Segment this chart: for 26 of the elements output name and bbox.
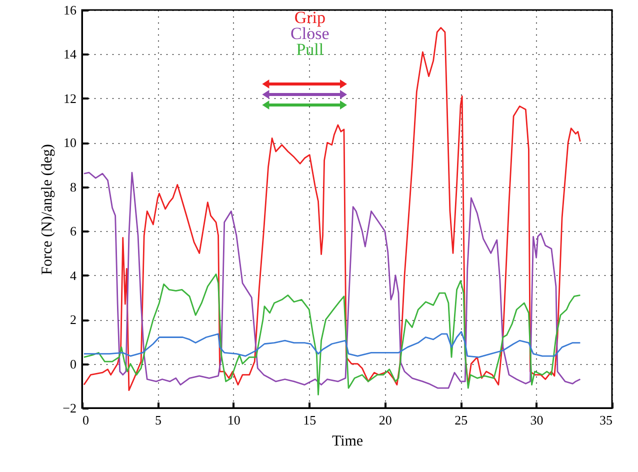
line-series [83, 274, 581, 396]
x-tick-label: 0 [82, 412, 89, 428]
text: Grip [294, 8, 326, 27]
x-tick-label: 20 [378, 412, 392, 428]
x-tick-label: 30 [530, 412, 544, 428]
text: Pull [296, 40, 324, 59]
y-tick-label: 8 [70, 179, 76, 194]
x-tick-label: 5 [154, 412, 162, 428]
y-tick-label: 12 [64, 90, 76, 106]
line-series [83, 331, 581, 358]
y-tick-label: 16 [64, 2, 77, 18]
x-tick-label: 25 [454, 412, 468, 428]
line-series [83, 26, 581, 392]
x-tick-label: 35 [600, 412, 612, 428]
x-tick-label: 15 [303, 412, 316, 428]
y-tick-label: 2 [70, 312, 76, 328]
y-tick-label: 14 [64, 46, 77, 62]
x-axis-title: Time [332, 434, 364, 450]
line-series [83, 172, 581, 389]
y-tick-label: −2 [62, 400, 76, 416]
y-tick-label: 0 [70, 356, 76, 372]
x-tick-label: 10 [227, 412, 240, 428]
y-tick-label: 6 [70, 224, 77, 239]
y-tick-label: 4 [70, 268, 77, 283]
y-axis-title: Force (N)/angle (deg) [40, 144, 56, 275]
y-tick-label: 10 [64, 135, 76, 150]
